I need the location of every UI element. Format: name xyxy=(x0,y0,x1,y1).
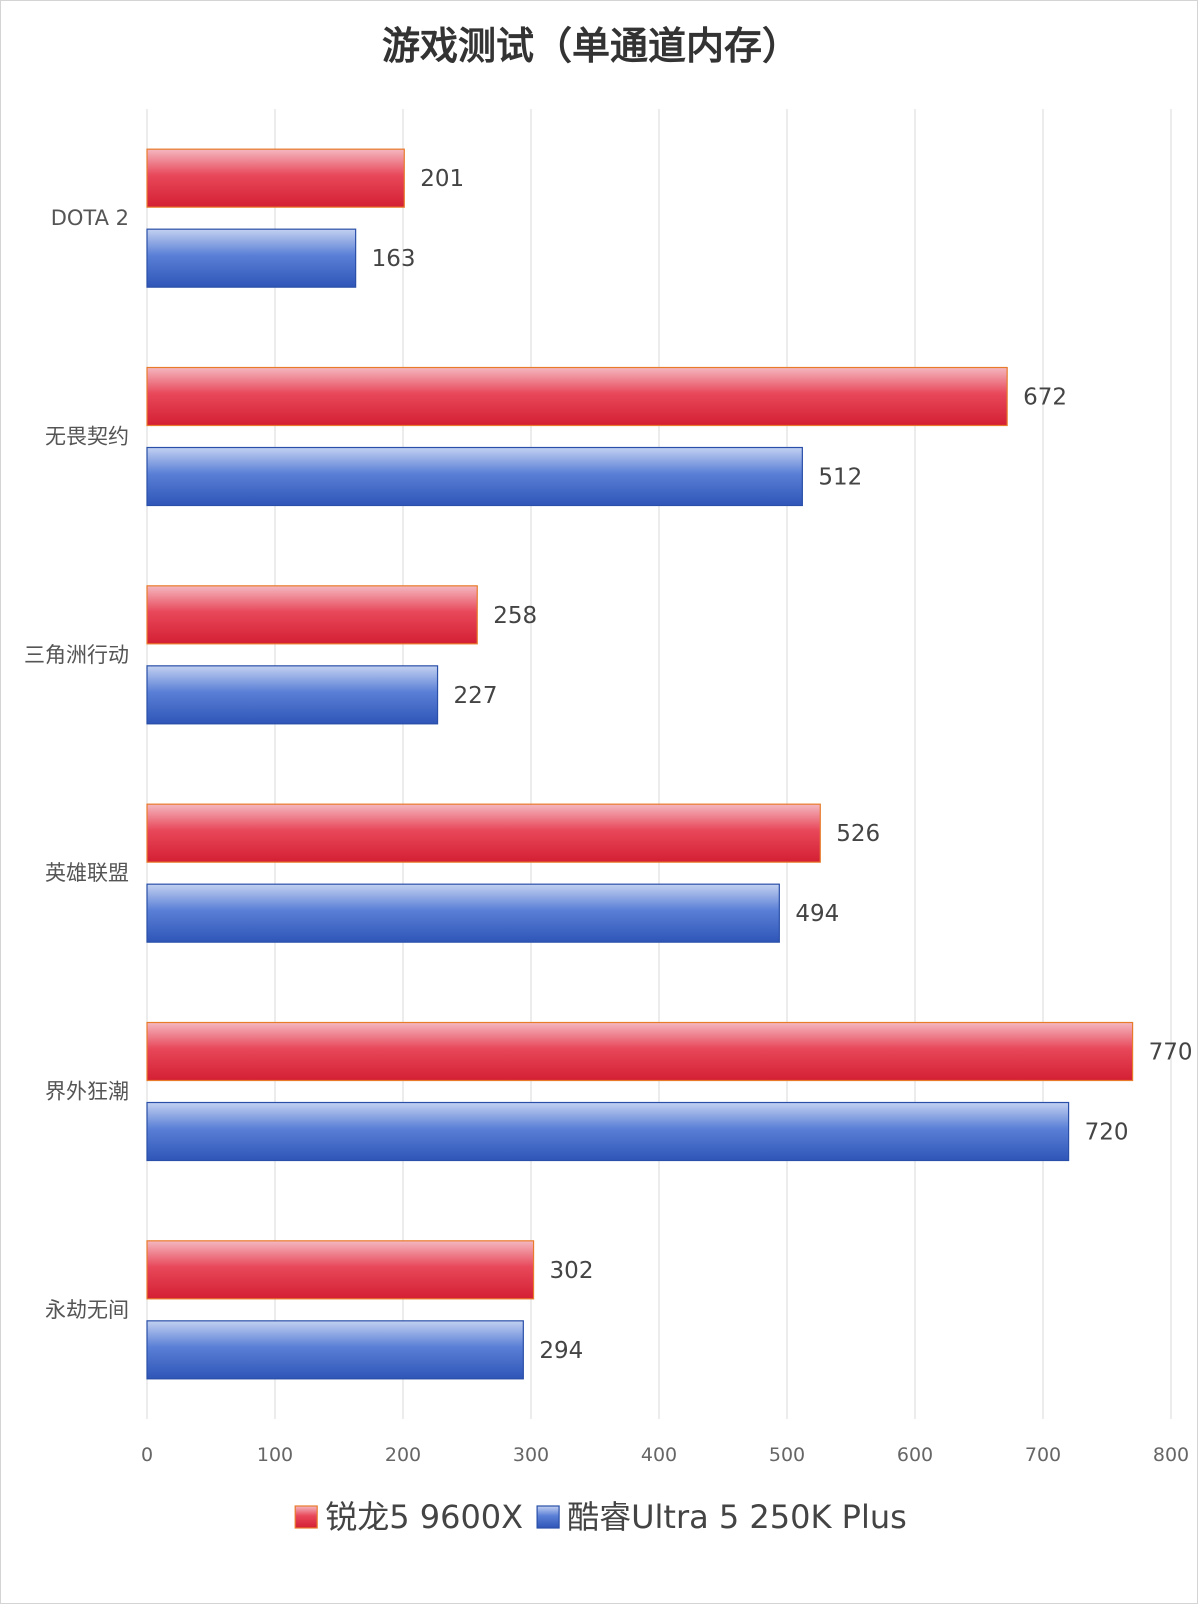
data-label: 163 xyxy=(372,246,416,272)
category-label: 英雄联盟 xyxy=(45,861,129,885)
x-tick-label: 0 xyxy=(141,1444,153,1466)
category-label: 界外狂潮 xyxy=(45,1080,129,1104)
bar xyxy=(146,665,439,725)
bar xyxy=(146,803,821,863)
bar xyxy=(146,366,1008,427)
data-label: 512 xyxy=(818,465,862,491)
legend-label: 酷睿Ultra 5 250K Plus xyxy=(567,1498,907,1536)
bar xyxy=(146,883,780,943)
x-tick-label: 600 xyxy=(897,1444,933,1466)
x-tick-label: 800 xyxy=(1153,1444,1189,1466)
x-tick-label: 700 xyxy=(1025,1444,1061,1466)
data-label: 720 xyxy=(1085,1120,1129,1146)
category-label: DOTA 2 xyxy=(51,206,129,230)
data-label: 294 xyxy=(539,1338,583,1364)
legend-label: 锐龙5 9600X xyxy=(325,1498,523,1536)
data-label: 227 xyxy=(454,683,498,709)
category-label: 无畏契约 xyxy=(45,425,129,449)
category-label: 三角洲行动 xyxy=(24,643,129,667)
x-tick-label: 200 xyxy=(385,1444,421,1466)
x-tick-label: 400 xyxy=(641,1444,677,1466)
x-tick-label: 300 xyxy=(513,1444,549,1466)
bar xyxy=(146,1021,1134,1082)
labels: 0 100 200 300 400 500 600 700 800 DOTA 2 201 163 无畏契… xyxy=(24,166,1193,1466)
bars xyxy=(146,148,1134,1380)
chart-title: 游戏测试（单通道内存） xyxy=(382,24,800,68)
gridlines xyxy=(146,109,1172,1419)
category-label: 永劫无间 xyxy=(45,1298,129,1322)
data-label: 526 xyxy=(836,821,880,847)
x-tick-label: 100 xyxy=(257,1444,293,1466)
bar xyxy=(146,228,357,288)
bar xyxy=(146,446,803,507)
bar xyxy=(146,148,405,208)
data-label: 494 xyxy=(795,901,839,927)
data-label: 201 xyxy=(420,166,464,192)
bar xyxy=(146,1240,535,1300)
data-label: 258 xyxy=(493,603,537,629)
legend: 锐龙5 9600X 酷睿Ultra 5 250K Plus xyxy=(294,1498,907,1536)
legend-swatch xyxy=(294,1505,318,1529)
bar xyxy=(146,585,478,645)
data-label: 302 xyxy=(550,1258,594,1284)
x-tick-label: 500 xyxy=(769,1444,805,1466)
data-label: 672 xyxy=(1023,385,1067,411)
legend-swatch xyxy=(536,1505,560,1529)
data-label: 770 xyxy=(1149,1040,1193,1066)
bar xyxy=(146,1101,1070,1162)
bar xyxy=(146,1320,524,1380)
